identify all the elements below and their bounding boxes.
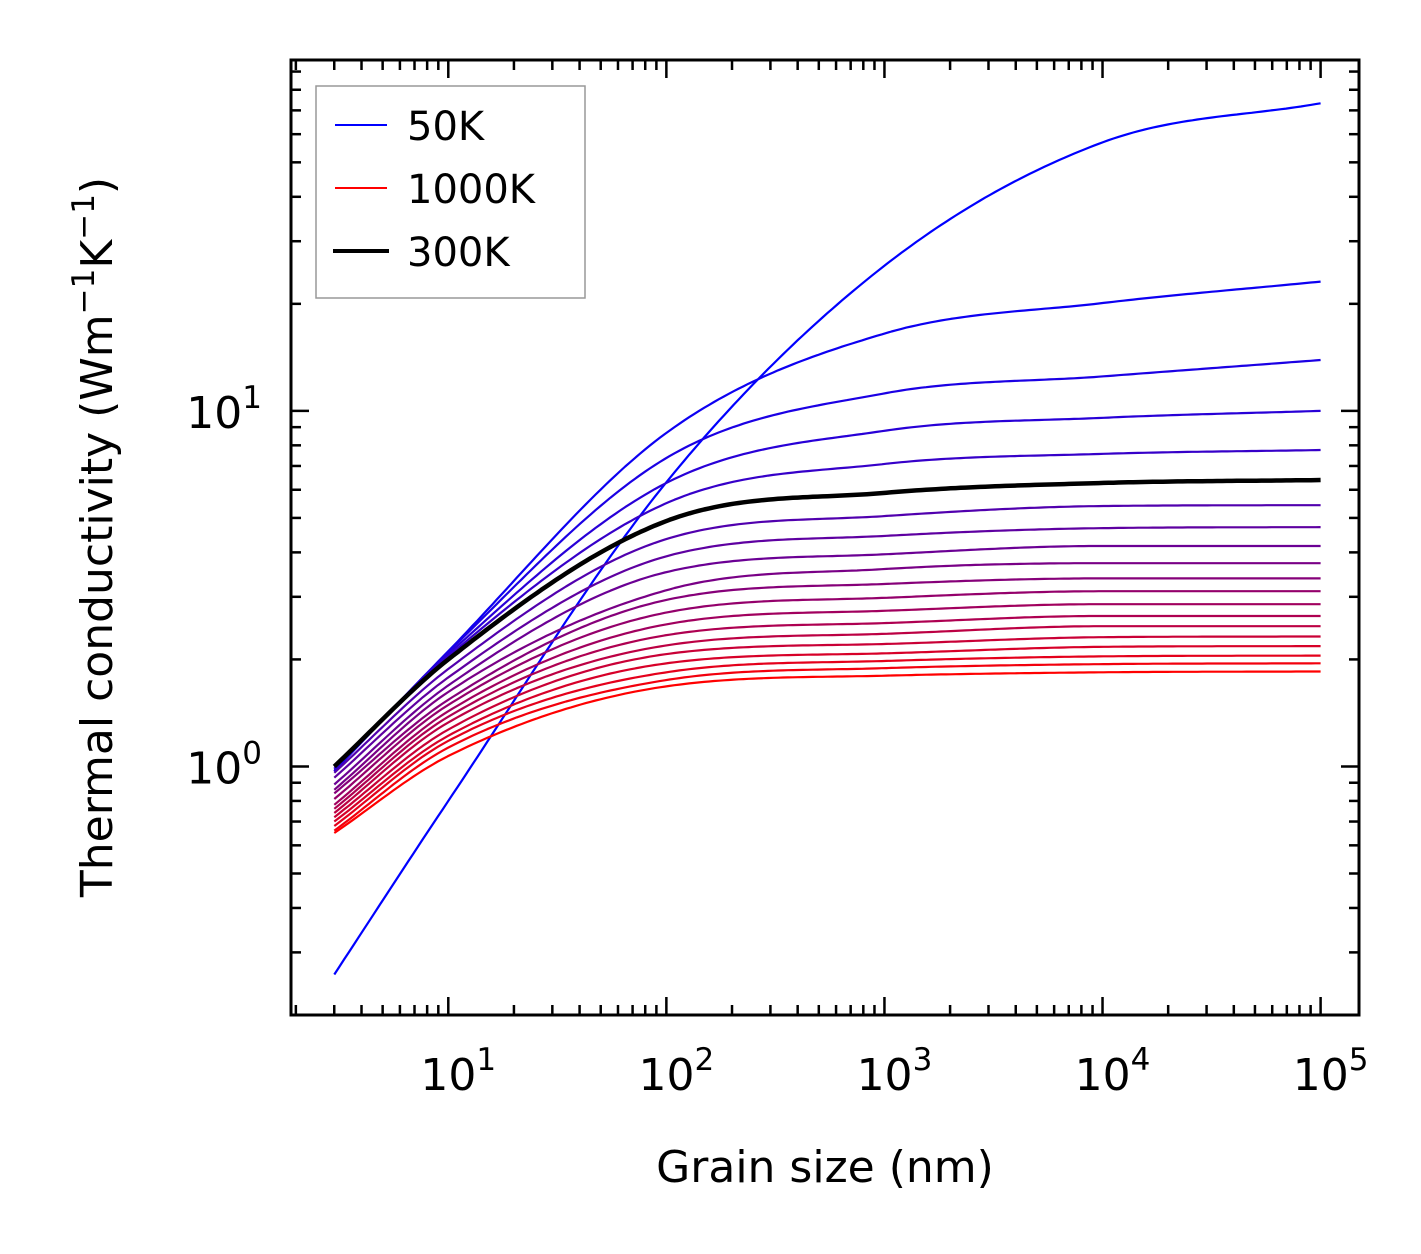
- series-line-800k: [333, 635, 1321, 819]
- series-line-400k: [333, 526, 1321, 779]
- legend: 50K 1000K 300K: [315, 85, 586, 299]
- series-line-500k: [333, 562, 1321, 791]
- series-line-350k: [333, 504, 1321, 774]
- x-tick-label: 101: [420, 1042, 496, 1101]
- legend-label-300k: 300K: [407, 230, 511, 276]
- x-tick-label: 104: [1075, 1042, 1151, 1101]
- series-line-100k: [333, 280, 1321, 772]
- series-line-650k: [333, 603, 1321, 806]
- series-line-450k: [333, 544, 1321, 786]
- series-line-250k: [333, 448, 1321, 769]
- series-line-950k: [333, 662, 1321, 832]
- series-line-700k: [333, 614, 1321, 810]
- legend-label-50k: 50K: [407, 104, 486, 150]
- legend-box: [315, 85, 586, 299]
- ticks-layer: [291, 60, 1359, 1017]
- series-line-850k: [333, 644, 1321, 823]
- y-tick-label: 100: [186, 735, 262, 794]
- x-tick-labels: 101 102 103 104 105: [420, 1042, 1368, 1101]
- x-tick-label: 102: [638, 1042, 714, 1101]
- x-axis-title: Grain size (nm): [656, 1142, 994, 1193]
- series-line-150k: [333, 358, 1321, 772]
- y-tick-label: 101: [186, 380, 262, 439]
- series-line-550k: [333, 577, 1321, 795]
- series-line-900k: [333, 654, 1321, 827]
- series-line-750k: [333, 625, 1321, 814]
- x-tick-label: 105: [1293, 1042, 1369, 1101]
- series-line-1000k: [333, 670, 1321, 834]
- y-axis-title: Thermal conductivity (Wm−1K−1): [66, 177, 123, 898]
- x-tick-label: 103: [857, 1042, 933, 1101]
- plot-frame: [289, 58, 1361, 1017]
- curves-layer: [332, 102, 1321, 976]
- legend-label-1000k: 1000K: [407, 167, 537, 213]
- series-line-600k: [333, 590, 1321, 800]
- y-tick-labels: 100 101: [186, 380, 262, 795]
- series-line-300k: [332, 477, 1321, 769]
- series-line-200k: [333, 409, 1321, 771]
